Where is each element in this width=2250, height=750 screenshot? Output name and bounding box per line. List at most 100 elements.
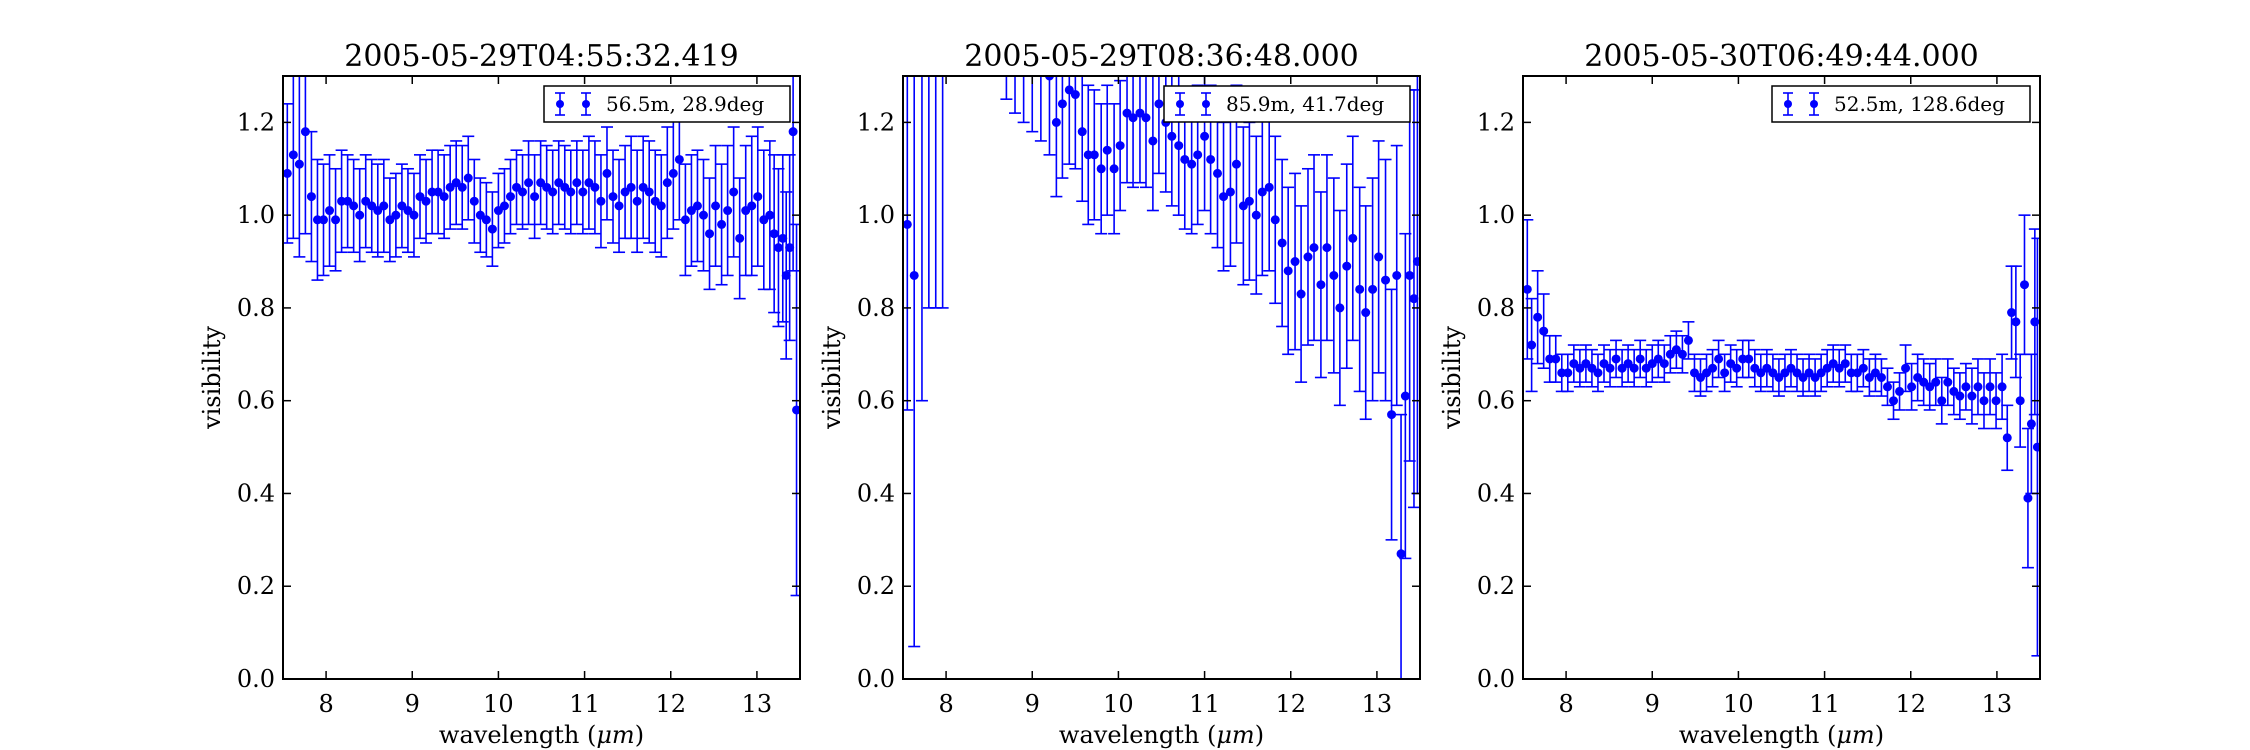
data-point — [1726, 359, 1736, 369]
data-point — [1102, 145, 1112, 155]
x-tick-label: 8 — [938, 690, 953, 718]
data-point — [1792, 368, 1802, 378]
x-tick-label: 13 — [1982, 690, 2013, 718]
data-point — [773, 243, 783, 253]
data-point — [1985, 382, 1995, 392]
y-tick-label: 0.8 — [1477, 294, 1515, 322]
data-point — [493, 206, 503, 216]
x-axis-label: wavelength (μm) — [439, 721, 644, 749]
data-point — [1225, 187, 1235, 197]
data-point — [560, 182, 570, 192]
data-point — [1955, 391, 1965, 401]
data-point — [1539, 326, 1549, 336]
data-point — [572, 178, 582, 188]
data-point — [397, 201, 407, 211]
data-point — [680, 215, 690, 225]
x-axis-label: wavelength (μm) — [1059, 721, 1264, 749]
data-point — [620, 187, 630, 197]
y-tick-label: 0.2 — [857, 572, 895, 600]
data-point — [325, 206, 335, 216]
data-point — [729, 187, 739, 197]
data-point — [349, 201, 359, 211]
data-point — [1148, 136, 1158, 146]
data-point — [1816, 368, 1826, 378]
x-tick-label: 12 — [1275, 690, 1306, 718]
data-point — [1901, 363, 1911, 373]
data-point — [584, 178, 594, 188]
x-axis-label-text: wavelength ( — [1059, 721, 1216, 749]
x-tick-label: 9 — [405, 690, 420, 718]
data-point — [1919, 377, 1929, 387]
y-tick-label: 0.4 — [857, 479, 895, 507]
data-point — [759, 215, 769, 225]
data-point — [451, 178, 461, 188]
data-point — [1967, 391, 1977, 401]
data-point — [505, 192, 515, 202]
data-point — [1135, 108, 1145, 118]
data-point — [1109, 164, 1119, 174]
data-point — [1870, 368, 1880, 378]
data-point — [1335, 303, 1345, 313]
legend: 85.9m, 41.7deg — [1163, 85, 1411, 123]
data-point — [367, 201, 377, 211]
data-point — [909, 270, 919, 280]
x-tick-label: 13 — [1362, 690, 1393, 718]
data-point — [741, 206, 751, 216]
data-point — [1828, 359, 1838, 369]
data-point — [1750, 363, 1760, 373]
data-point — [306, 192, 316, 202]
data-point — [294, 159, 304, 169]
data-point — [632, 196, 642, 206]
legend-label: 85.9m, 41.7deg — [1226, 92, 1384, 116]
data-point — [288, 150, 298, 160]
data-point — [1858, 363, 1868, 373]
chart-title: 2005-05-29T08:36:48.000 — [964, 39, 1359, 74]
data-point — [566, 187, 576, 197]
data-point — [1864, 373, 1874, 382]
data-point — [1997, 382, 2007, 392]
x-axis-label-close: ) — [1255, 721, 1264, 749]
data-point — [1251, 210, 1261, 220]
data-point — [1355, 284, 1365, 294]
y-tick-label: 0.0 — [237, 665, 275, 693]
data-point — [536, 178, 546, 188]
x-tick-label: 12 — [1895, 690, 1926, 718]
data-point — [1708, 363, 1718, 373]
data-point — [457, 182, 467, 192]
data-point — [1677, 349, 1687, 359]
data-point — [668, 168, 678, 178]
data-point — [481, 215, 491, 225]
y-tick-label: 0.4 — [1477, 479, 1515, 507]
data-point — [355, 210, 365, 220]
x-tick-label: 11 — [1189, 690, 1220, 718]
data-point — [903, 219, 912, 229]
data-point — [1641, 363, 1651, 373]
y-axis-label: visibility — [198, 326, 226, 430]
y-tick-label: 0.6 — [857, 387, 895, 415]
axes-frame — [902, 75, 1421, 680]
data-point — [1115, 141, 1125, 151]
data-point — [1744, 354, 1754, 364]
data-point — [1937, 396, 1947, 406]
x-tick-label: 10 — [1723, 690, 1754, 718]
legend: 56.5m, 28.9deg — [543, 85, 791, 123]
data-point — [614, 201, 624, 211]
y-tick-label: 0.8 — [857, 294, 895, 322]
y-tick-label: 1.0 — [1477, 201, 1515, 229]
data-point — [1563, 368, 1573, 378]
data-point — [1852, 368, 1862, 378]
y-axis-label: visibility — [1438, 326, 1466, 430]
data-point — [1238, 201, 1248, 211]
data-point — [1822, 363, 1832, 373]
y-tick-label: 0.0 — [1477, 665, 1515, 693]
data-point — [1244, 196, 1254, 206]
data-point — [1316, 280, 1326, 290]
data-point — [2002, 433, 2012, 443]
y-tick-label: 0.6 — [237, 387, 275, 415]
data-point — [2011, 317, 2021, 327]
subplot-3: 8 9 10 11 12 13 0.0 0.2 0.4 0.6 0.8 1.0 1.2 2005-05-3… — [1438, 39, 2041, 749]
x-tick-label: 11 — [569, 690, 600, 718]
y-tick-label: 0.4 — [237, 479, 275, 507]
data-point — [1587, 363, 1597, 373]
data-point — [723, 206, 733, 216]
